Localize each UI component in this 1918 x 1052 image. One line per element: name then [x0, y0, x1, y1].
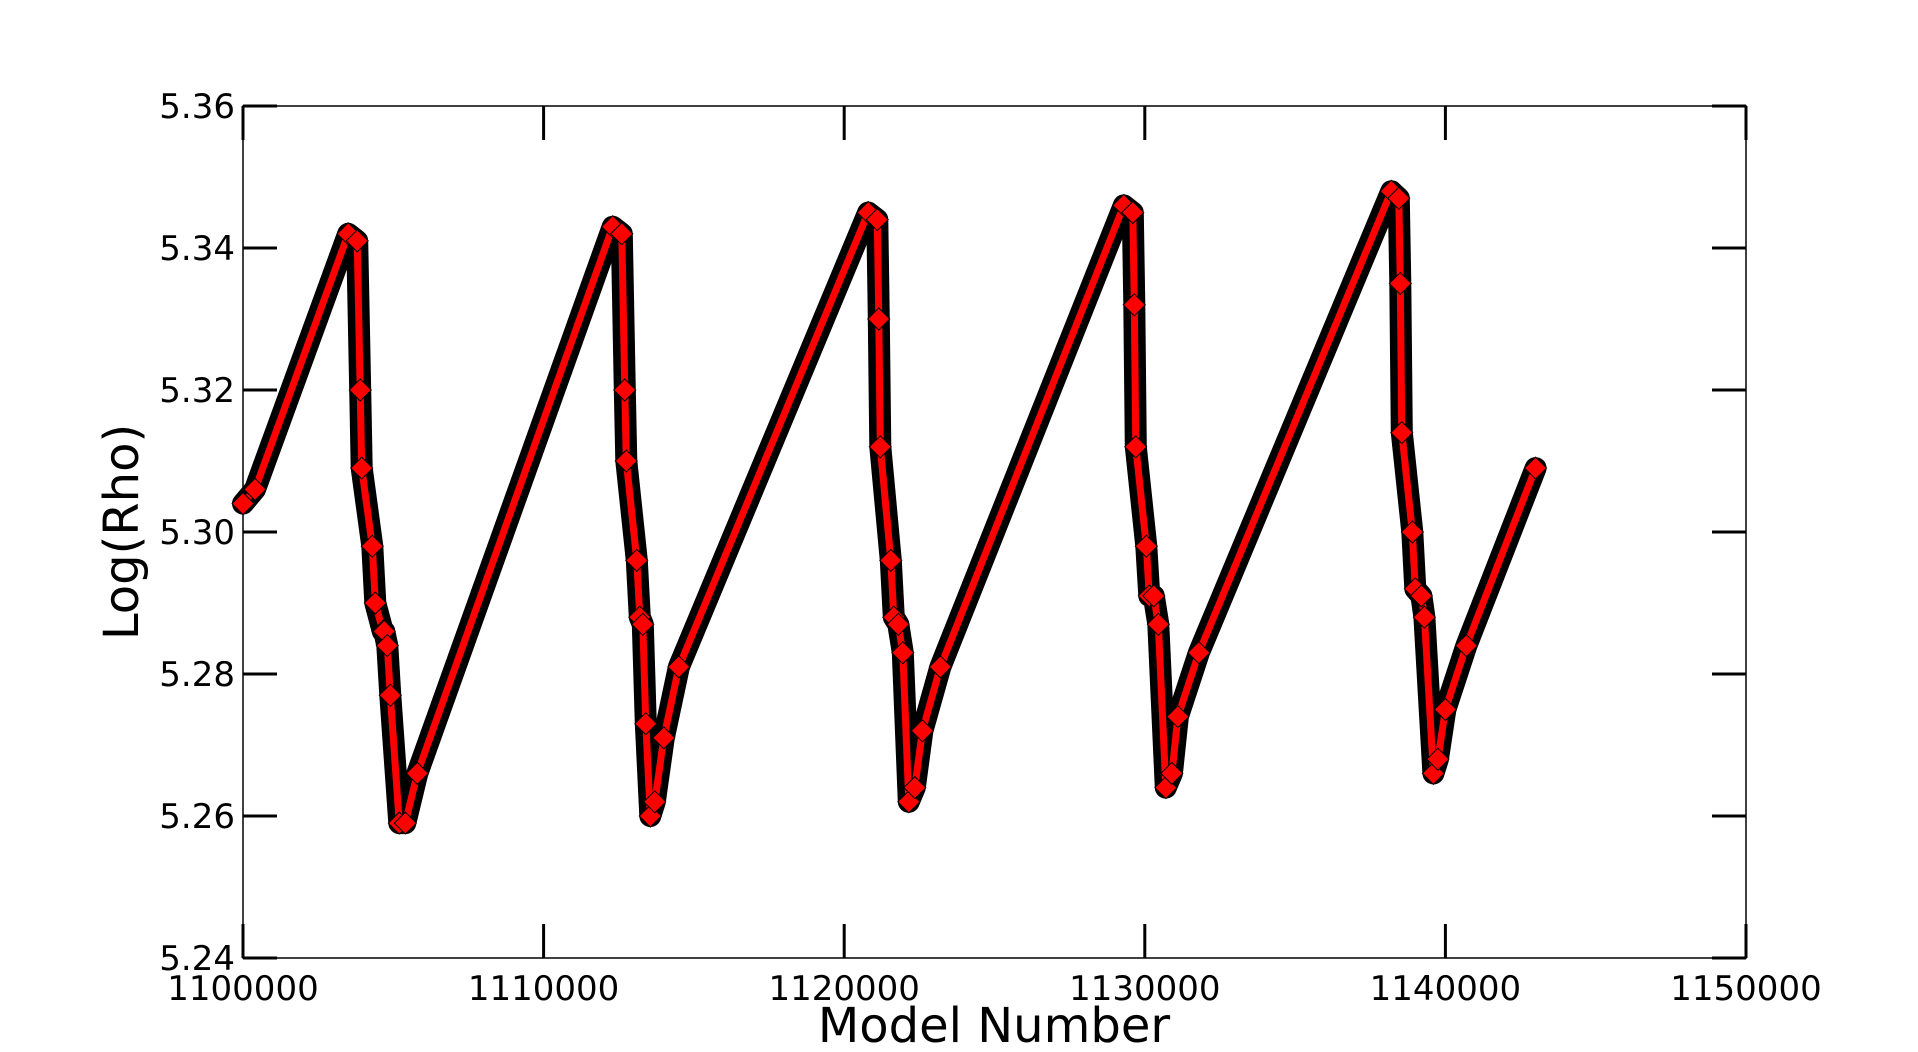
data-point [614, 449, 638, 473]
data-point [910, 719, 935, 743]
data-point [867, 307, 891, 331]
data-point [886, 612, 911, 637]
data-point [393, 811, 418, 835]
data-point [667, 655, 691, 679]
data-point [868, 435, 892, 459]
data-point [378, 683, 403, 708]
data-point [1187, 640, 1211, 665]
data-point [375, 633, 399, 658]
data-point [631, 612, 655, 637]
data-point [1388, 271, 1413, 296]
data-point [1121, 200, 1145, 225]
data-point [879, 548, 903, 573]
data-point [405, 761, 430, 786]
data-point [360, 534, 384, 558]
data-point [613, 378, 637, 402]
x-tick-label: 1140000 [1370, 969, 1521, 1009]
data-point [363, 591, 387, 615]
data-point [1387, 186, 1411, 211]
y-tick-label: 5.34 [159, 229, 235, 269]
data-point [1426, 747, 1450, 771]
data-point [1142, 584, 1166, 608]
data-point [865, 207, 889, 232]
x-tick-label: 1110000 [468, 969, 619, 1009]
x-tick-label: 1100000 [167, 969, 318, 1009]
data-point [903, 775, 927, 800]
axis-ticks [241, 104, 1748, 960]
data-point [1134, 534, 1159, 558]
data-point [1166, 704, 1190, 729]
tick-labels: 1100000 1110000 1120000 1130000 1140000 11500… [159, 87, 1821, 1009]
data-point [1160, 761, 1184, 786]
y-tick-label: 5.28 [159, 655, 235, 695]
x-tick-label: 1130000 [1069, 969, 1220, 1009]
data-point [1122, 293, 1146, 317]
data-point [1454, 633, 1479, 658]
series-0-line [239, 187, 1540, 827]
x-axis-label: Model Number [818, 998, 1170, 1052]
data-point [1412, 605, 1437, 629]
data-point [1390, 420, 1414, 445]
y-tick-label: 5.24 [159, 939, 235, 979]
data-point [634, 711, 658, 736]
data-point [1433, 697, 1458, 722]
data-point [243, 477, 267, 502]
x-tick-label: 1150000 [1670, 969, 1821, 1009]
y-tick-label: 5.30 [159, 513, 235, 553]
data-point [1523, 456, 1548, 480]
data-point [1409, 584, 1434, 608]
x-tick-label: 1120000 [768, 969, 919, 1009]
data-point [348, 378, 372, 402]
data-point [891, 640, 915, 665]
y-tick-label: 5.36 [159, 87, 235, 127]
series-marks [231, 179, 1548, 835]
data-point [652, 726, 676, 750]
data-point [350, 456, 374, 480]
data-point [1146, 612, 1171, 637]
data-point [1124, 435, 1148, 459]
data-point [345, 229, 369, 253]
data-point [610, 222, 634, 246]
data-point [231, 491, 255, 516]
y-tick-label: 5.32 [159, 371, 235, 411]
y-axis-label: Log(Rho) [94, 424, 150, 640]
data-point [928, 655, 953, 679]
data-point [625, 548, 649, 573]
data-point [643, 790, 667, 814]
data-point [1400, 520, 1425, 544]
y-tick-label: 5.26 [159, 797, 235, 837]
